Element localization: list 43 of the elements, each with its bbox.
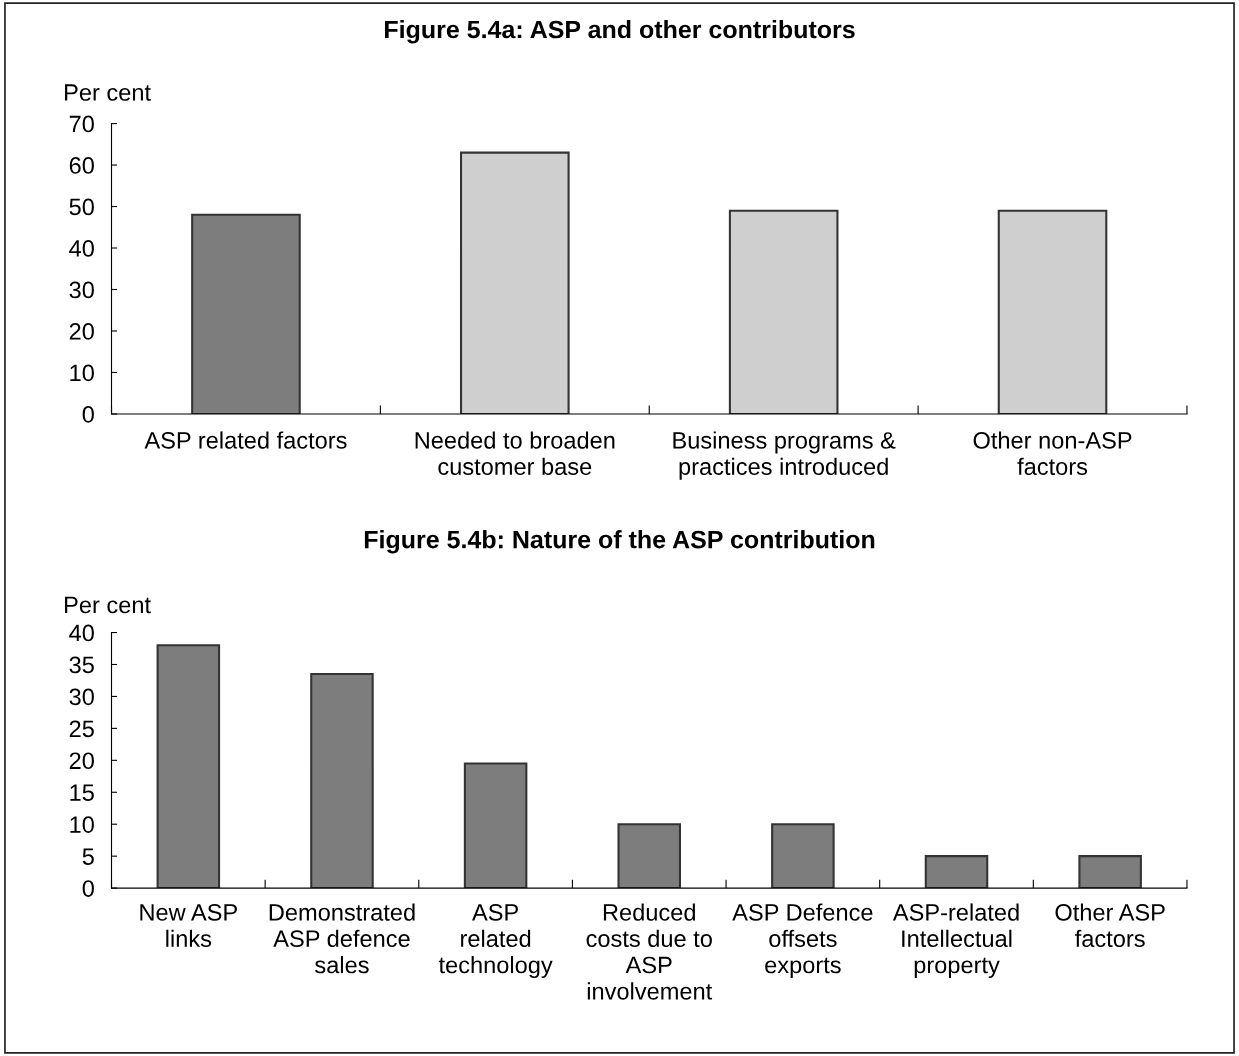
x-tick-label: Needed to broaden customer base bbox=[415, 431, 615, 476]
x-tick-label: Reduced costs due to ASP involvement bbox=[586, 903, 713, 1000]
bar bbox=[310, 673, 374, 889]
x-tick-label: New ASP links bbox=[140, 904, 237, 948]
x-tick-label: Demonstrated ASP defence sales bbox=[269, 903, 415, 974]
y-tick-label: 15 bbox=[70, 784, 94, 802]
bar bbox=[924, 855, 989, 889]
y-tick-label: 10 bbox=[70, 816, 94, 833]
x-tick-label: Business programs & practices introduced bbox=[673, 431, 896, 480]
y-tick-label: 5 bbox=[82, 848, 94, 865]
x-tick-label: Other ASP factors bbox=[1055, 903, 1165, 948]
y-tick-label: 20 bbox=[69, 323, 94, 340]
y-tick-label: 30 bbox=[69, 688, 94, 706]
x-tick-label: Other non-ASP factors bbox=[973, 431, 1132, 476]
y-tick-label: 10 bbox=[70, 364, 94, 382]
bar bbox=[459, 151, 570, 414]
bar bbox=[728, 209, 839, 414]
bar bbox=[617, 823, 681, 889]
y-tick-label: 30 bbox=[69, 281, 94, 299]
y-tick-label: 40 bbox=[69, 624, 94, 642]
y-axis-title: Per cent bbox=[65, 84, 151, 101]
y-tick-label: 0 bbox=[82, 406, 94, 423]
bar bbox=[191, 213, 301, 414]
y-tick-label: 0 bbox=[82, 880, 94, 897]
x-tick-label: ASP Defence offsets exports bbox=[732, 903, 873, 979]
y-tick-label: 25 bbox=[69, 720, 94, 738]
y-axis-title: Per cent bbox=[65, 596, 151, 614]
bar bbox=[771, 823, 835, 889]
chart-title: Figure 5.4b: Nature of the ASP contribution bbox=[364, 530, 875, 554]
y-tick-label: 35 bbox=[69, 656, 94, 674]
x-tick-label: ASP related technology bbox=[438, 904, 553, 979]
y-tick-label: 60 bbox=[69, 157, 94, 174]
y-tick-label: 50 bbox=[69, 198, 94, 216]
bar bbox=[156, 644, 221, 889]
y-tick-label: 70 bbox=[69, 115, 94, 133]
chart-title: Figure 5.4a: ASP and other contributors bbox=[385, 19, 855, 44]
x-tick-label: ASP-related Intellectual property bbox=[892, 903, 1019, 979]
bar bbox=[1078, 855, 1142, 889]
bar bbox=[463, 762, 528, 889]
y-tick-label: 20 bbox=[69, 752, 94, 770]
y-tick-label: 40 bbox=[69, 240, 94, 257]
x-tick-label: ASP related factors bbox=[144, 431, 347, 449]
bar bbox=[997, 209, 1108, 414]
